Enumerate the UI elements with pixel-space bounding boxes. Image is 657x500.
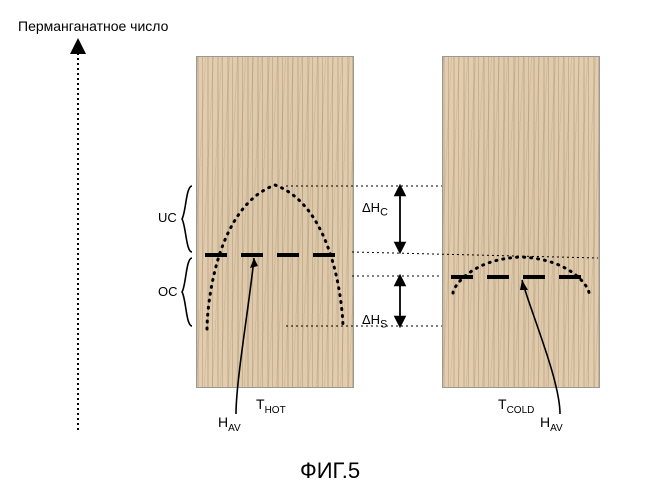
x-label-hot: THOT xyxy=(256,396,286,416)
figure-caption: ФИГ.5 xyxy=(300,458,360,484)
x-label-cold: TCOLD xyxy=(498,396,534,416)
figure-stage: Перманганатное число xyxy=(0,0,657,500)
hav-label-cold: HAV xyxy=(540,414,563,434)
